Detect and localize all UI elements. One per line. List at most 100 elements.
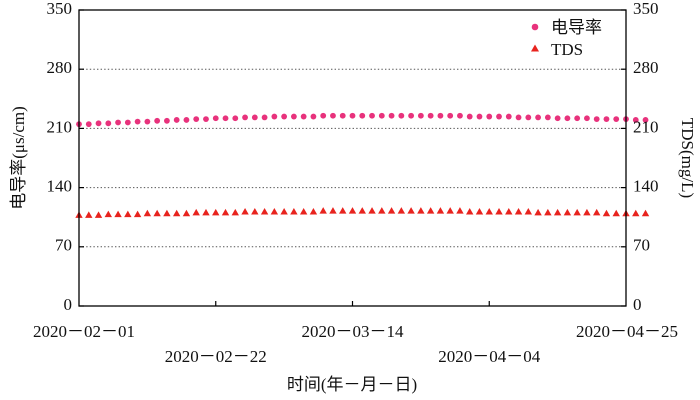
data-point-conductivity — [193, 116, 200, 122]
data-point-tds — [260, 208, 269, 215]
data-point-tds — [368, 207, 376, 214]
data-point-tds — [544, 208, 552, 216]
data-point-tds — [133, 210, 142, 218]
data-point-conductivity — [544, 114, 551, 121]
gridlines — [79, 68, 626, 248]
data-series — [75, 112, 650, 218]
x-tick-label-lower: 2020－04－04 — [438, 347, 540, 366]
data-point-tds — [378, 207, 386, 214]
right-y-tick-label: 140 — [633, 177, 659, 196]
x-tick-label-upper: 2020－04－25 — [576, 322, 678, 341]
data-point-tds — [553, 208, 562, 216]
legend-marker-tds — [531, 44, 539, 52]
data-point-tds — [212, 208, 220, 216]
data-point-tds — [456, 207, 464, 214]
left-y-tick-label: 140 — [47, 177, 73, 196]
data-point-conductivity — [242, 114, 248, 121]
data-point-tds — [524, 208, 533, 215]
left-y-tick-label: 0 — [64, 295, 73, 314]
data-point-conductivity — [505, 113, 512, 120]
data-point-conductivity — [574, 115, 581, 122]
data-point-tds — [172, 209, 181, 217]
data-point-conductivity — [173, 117, 180, 123]
data-point-tds — [446, 207, 454, 214]
data-point-conductivity — [232, 115, 239, 122]
left-y-axis: 0 70 140 210 280 350 — [47, 0, 84, 314]
data-point-tds — [358, 207, 366, 214]
data-point-tds — [573, 208, 581, 216]
data-point-tds — [436, 207, 445, 214]
data-point-conductivity — [593, 116, 600, 122]
data-point-tds — [85, 211, 93, 218]
data-point-tds — [241, 208, 249, 215]
data-point-tds — [114, 210, 122, 218]
data-point-conductivity — [300, 113, 307, 120]
data-point-conductivity — [388, 112, 395, 119]
data-point-tds — [534, 208, 542, 216]
right-y-tick-label: 70 — [633, 236, 650, 255]
series-tds — [75, 207, 650, 218]
data-point-conductivity — [486, 113, 493, 120]
data-point-tds — [143, 209, 152, 217]
data-point-conductivity — [310, 113, 317, 120]
data-point-conductivity — [203, 116, 209, 122]
data-point-conductivity — [290, 113, 297, 120]
right-y-axis-title: TDS(mg/L) — [678, 118, 697, 198]
data-point-tds — [426, 207, 435, 214]
data-point-tds — [231, 208, 239, 216]
data-point-tds — [514, 208, 523, 215]
data-point-conductivity — [339, 112, 346, 119]
data-point-tds — [104, 210, 113, 218]
data-point-conductivity — [603, 116, 610, 122]
right-y-axis: 0 70 140 210 280 350 — [621, 0, 659, 314]
data-point-tds — [319, 207, 327, 214]
data-point-tds — [299, 208, 308, 215]
right-y-tick-label: 280 — [633, 58, 659, 77]
data-point-conductivity — [134, 118, 141, 125]
data-point-conductivity — [330, 112, 336, 119]
data-point-tds — [290, 208, 298, 215]
legend-label-conductivity: 电导率 — [551, 18, 602, 37]
data-point-conductivity — [85, 121, 92, 128]
data-point-conductivity — [359, 112, 366, 119]
data-point-tds — [202, 208, 210, 216]
data-point-conductivity — [281, 113, 288, 120]
data-point-tds — [397, 207, 406, 214]
data-point-conductivity — [408, 112, 415, 119]
data-point-tds — [182, 209, 191, 217]
data-point-conductivity — [496, 113, 502, 120]
data-point-conductivity — [349, 112, 356, 119]
data-point-tds — [192, 208, 200, 216]
x-axis: 2020－02－01 2020－03－14 2020－04－25 2020－02－22… — [33, 301, 678, 366]
data-point-tds — [485, 208, 493, 215]
data-point-tds — [612, 209, 620, 217]
left-y-tick-label: 280 — [47, 58, 73, 77]
data-point-conductivity — [212, 115, 219, 122]
legend: 电导率 TDS — [531, 18, 602, 59]
x-tick-label-lower: 2020－02－22 — [165, 347, 267, 366]
data-point-conductivity — [642, 117, 649, 123]
data-point-conductivity — [222, 115, 229, 122]
data-point-tds — [475, 208, 484, 215]
data-point-tds — [221, 208, 230, 216]
data-point-tds — [153, 209, 161, 217]
left-y-tick-label: 70 — [55, 236, 72, 255]
data-point-tds — [348, 207, 357, 214]
data-point-tds — [466, 208, 474, 215]
data-point-conductivity — [398, 112, 405, 119]
data-point-tds — [407, 207, 415, 214]
data-point-conductivity — [447, 112, 454, 119]
data-point-conductivity — [457, 112, 463, 119]
x-axis-title: 时间(年－月－日) — [287, 375, 417, 394]
data-point-tds — [251, 208, 259, 215]
left-y-axis-title: 电导率(μs/cm) — [9, 106, 28, 210]
series-conductivity — [76, 112, 649, 128]
data-point-tds — [94, 211, 103, 218]
data-point-conductivity — [437, 112, 444, 119]
data-point-conductivity — [115, 119, 121, 126]
data-point-conductivity — [466, 113, 473, 120]
data-point-conductivity — [417, 112, 424, 119]
data-point-tds — [417, 207, 425, 214]
data-point-conductivity — [515, 114, 522, 121]
